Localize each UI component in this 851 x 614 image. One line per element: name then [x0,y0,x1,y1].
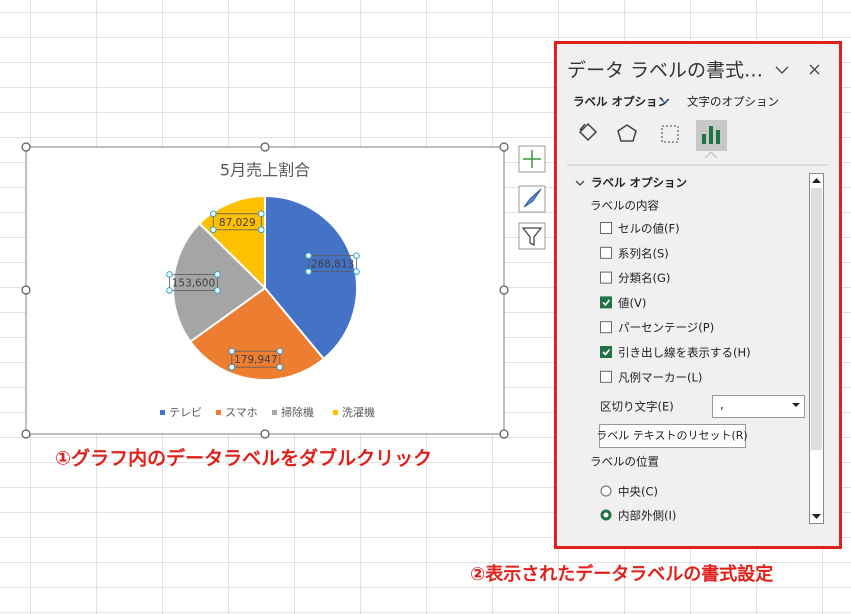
group-label: ラベルの内容 [590,199,659,213]
radio-label: 中央(C) [618,485,658,499]
reset-button[interactable] [599,424,746,448]
label-handle [305,268,312,275]
checkbox-label: 凡例マーカー(L) [618,370,702,384]
legend-label: 洗濯機 [342,405,375,419]
legend-label: 掃除機 [281,405,314,419]
checkbox-label: 系列名(S) [618,246,669,260]
label-handle [305,252,312,259]
checkbox-label: セルの値(F) [618,222,680,236]
checkbox[interactable] [600,246,612,259]
chart-title: 5月売上割合 [220,161,310,180]
legend-swatch [272,410,277,415]
checkbox-label: 値(V) [618,296,646,310]
annotation: ②表示されたデータラベルの書式設定 [470,563,773,585]
format-panel [554,41,842,549]
radio-label: 内部外側(I) [618,509,676,523]
label-handle [209,226,217,234]
pie-slice [264,194,358,361]
radio[interactable] [600,485,612,497]
data-label-box [212,213,262,231]
data-label-box [231,350,281,368]
legend-swatch [160,410,165,415]
section-header[interactable]: ラベル オプション [591,176,687,190]
label-handle [276,347,284,355]
panel-menu[interactable] [775,66,789,74]
label-handle [276,363,284,371]
check-mark [602,299,611,307]
options-icon[interactable] [702,126,720,144]
legend-swatch [333,410,338,415]
checkbox[interactable] [600,321,612,334]
label-handle [209,210,217,218]
pie-slice [198,194,266,291]
check-mark [602,349,611,356]
pie-slice [188,286,326,381]
label-handle [353,252,360,259]
checkbox[interactable] [600,296,612,309]
pie: 268,813 179,947 153,600 87,029 テレビ スマホ 掃除機 洗濯機 [160,194,375,419]
legend-swatch [216,410,221,415]
filter-button[interactable] [518,222,546,250]
fill-icon[interactable] [578,122,598,142]
legend-label: テレビ [169,406,202,419]
annotation: ①グラフ内のデータラベルをダブルクリック [55,447,432,470]
label-handle [166,287,173,294]
radio[interactable] [600,509,612,521]
legend-label: スマホ [225,406,258,419]
pie-slice [172,222,267,344]
label-handle [228,363,236,371]
data-label: 268,813 [311,259,354,271]
reset-button-label: ラベル テキストのリセット(R) [596,429,747,442]
effects-icon[interactable] [617,124,637,142]
label-handle [257,210,265,218]
separator-dropdown[interactable] [712,395,805,418]
data-label: 153,600 [172,277,215,289]
tab[interactable]: ラベル オプション [573,95,669,109]
data-label: 87,029 [219,217,256,229]
chart-handles [21,142,509,439]
checkbox-label: 分類名(G) [618,271,670,285]
separator-label: 区切り文字(E) [600,400,674,414]
data-label-box [308,255,357,273]
tab[interactable]: 文字のオプション [687,95,779,109]
panel-title: データ ラベルの書式… [567,60,763,82]
label-handle [166,271,173,278]
checkbox[interactable] [600,271,612,284]
checkbox[interactable] [600,346,612,358]
data-label: 179,947 [234,354,277,366]
checkbox[interactable] [600,370,612,383]
scrollbar-thumb[interactable] [811,188,822,450]
label-handle [257,226,265,234]
group-label: ラベルの位置 [590,455,659,469]
label-handle [214,287,221,294]
checkbox[interactable] [600,222,612,234]
label-handle [228,347,236,355]
size-icon[interactable] [661,125,679,143]
label-handle [214,271,221,278]
checkbox-label: パーセンテージ(P) [618,321,714,335]
separator-value: , [720,398,724,412]
panel-close[interactable] [809,64,820,75]
panel-icons [578,120,727,159]
label-handle [353,268,360,275]
data-label-box [169,274,218,291]
checkbox-label: 引き出し線を表示する(H) [618,346,751,360]
chart-side-buttons [518,145,546,250]
